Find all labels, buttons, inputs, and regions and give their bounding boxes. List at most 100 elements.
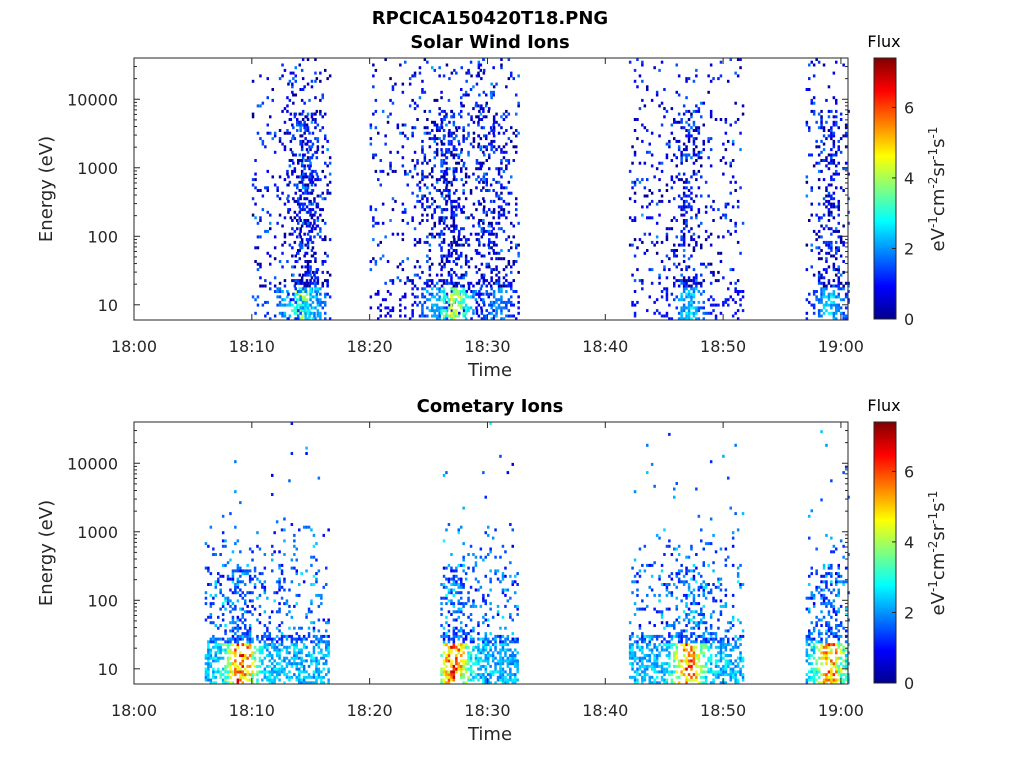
flux-cell <box>414 265 417 268</box>
flux-cell <box>680 208 683 211</box>
flux-cell <box>467 260 470 263</box>
flux-cell <box>440 279 443 282</box>
flux-cell <box>261 635 264 638</box>
flux-cell <box>445 113 448 116</box>
flux-cell <box>462 301 465 304</box>
flux-cell <box>292 72 295 75</box>
flux-cell <box>377 222 380 225</box>
flux-cell <box>320 679 323 682</box>
flux-cell <box>838 145 841 148</box>
flux-cell <box>646 654 649 657</box>
flux-cell <box>254 203 256 206</box>
flux-cell <box>631 657 634 660</box>
flux-cell <box>419 276 422 279</box>
flux-cell <box>739 132 742 135</box>
flux-cell <box>234 490 237 493</box>
flux-cell <box>372 257 375 260</box>
flux-cell <box>229 589 232 592</box>
flux-cell <box>308 608 311 611</box>
flux-cell <box>307 222 310 225</box>
flux-cell <box>644 162 647 165</box>
flux-cell <box>318 662 321 665</box>
flux-cell <box>833 124 836 127</box>
flux-cell <box>264 586 267 589</box>
flux-cell <box>443 597 446 600</box>
flux-cell <box>460 88 463 91</box>
flux-cell <box>278 567 281 570</box>
flux-cell <box>641 657 644 660</box>
flux-cell <box>273 665 276 668</box>
flux-cell <box>668 545 671 548</box>
flux-cell <box>644 545 647 548</box>
flux-cell <box>242 635 245 638</box>
flux-cell <box>494 670 497 673</box>
flux-cell <box>500 197 503 200</box>
flux-cell <box>505 274 508 277</box>
flux-cell <box>507 638 510 641</box>
flux-cell <box>825 252 828 255</box>
flux-cell <box>499 643 502 646</box>
flux-cell <box>450 246 453 249</box>
flux-cell <box>291 265 294 268</box>
flux-cell <box>301 69 304 72</box>
flux-cell <box>421 295 424 298</box>
flux-cell <box>503 230 506 233</box>
flux-cell <box>436 178 439 181</box>
flux-cell <box>276 195 279 198</box>
flux-cell <box>498 205 501 208</box>
flux-cell <box>424 241 427 244</box>
flux-cell <box>429 132 432 135</box>
flux-cell <box>323 657 326 660</box>
flux-cell <box>508 159 511 162</box>
flux-cell <box>483 145 486 148</box>
flux-cell <box>455 627 458 630</box>
flux-cell <box>426 282 429 285</box>
flux-cell <box>461 178 464 181</box>
flux-cell <box>443 670 446 673</box>
flux-cell <box>307 140 310 143</box>
flux-cell <box>254 586 256 589</box>
flux-cell <box>482 233 485 236</box>
flux-cell <box>215 654 218 657</box>
flux-cell <box>698 208 701 211</box>
flux-cell <box>217 572 220 575</box>
flux-cell <box>431 214 434 217</box>
flux-cell <box>419 238 422 241</box>
flux-cell <box>473 132 476 135</box>
flux-cell <box>835 227 838 230</box>
flux-cell <box>833 159 836 162</box>
flux-cell <box>820 301 823 304</box>
flux-cell <box>695 137 698 140</box>
flux-cell <box>514 591 517 594</box>
flux-cell <box>683 285 686 288</box>
flux-cell <box>658 200 661 203</box>
flux-cell <box>833 203 836 206</box>
flux-cell <box>269 665 272 668</box>
flux-cell <box>840 287 843 290</box>
flux-cell <box>296 214 299 217</box>
flux-cell <box>510 282 513 285</box>
flux-cell <box>318 670 321 673</box>
flux-cell <box>489 608 492 611</box>
flux-cell <box>318 629 321 632</box>
flux-cell <box>266 629 269 632</box>
flux-cell <box>441 121 444 124</box>
flux-cell <box>833 173 836 176</box>
flux-cell <box>302 287 305 290</box>
flux-cell <box>261 583 264 586</box>
flux-cell <box>455 249 458 252</box>
flux-cell <box>825 309 828 312</box>
flux-cell <box>656 534 659 537</box>
flux-cell <box>462 569 465 572</box>
flux-cell <box>666 238 669 241</box>
flux-cell <box>508 113 511 116</box>
flux-cell <box>302 88 305 91</box>
flux-cell <box>242 665 245 668</box>
flux-cell <box>319 113 322 116</box>
flux-cell <box>835 257 838 260</box>
flux-cell <box>443 668 446 671</box>
flux-cell <box>251 673 254 676</box>
flux-cell <box>462 673 465 676</box>
flux-cell <box>284 107 287 110</box>
flux-cell <box>483 315 486 318</box>
